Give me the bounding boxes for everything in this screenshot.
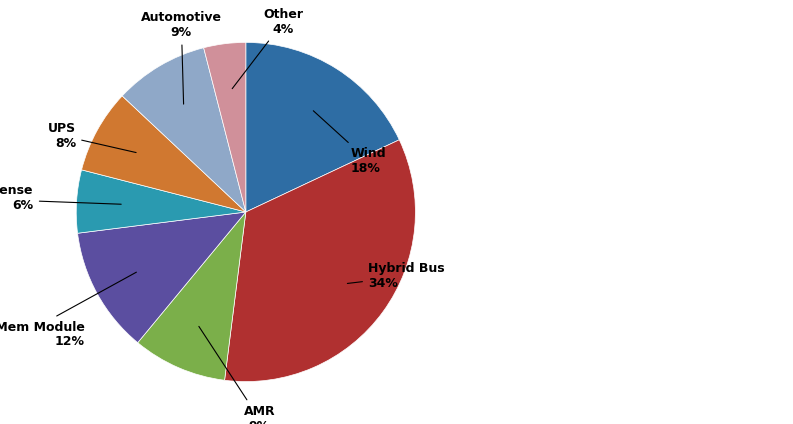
Text: Hybrid Bus
34%: Hybrid Bus 34%: [347, 262, 445, 290]
Wedge shape: [224, 140, 416, 382]
Text: SSD/Mem Module
12%: SSD/Mem Module 12%: [0, 272, 136, 348]
Text: Wind
18%: Wind 18%: [313, 111, 387, 175]
Wedge shape: [78, 212, 246, 343]
Text: Aerospace/Defense
6%: Aerospace/Defense 6%: [0, 184, 121, 212]
Wedge shape: [76, 170, 246, 233]
Text: Other
4%: Other 4%: [232, 8, 303, 89]
Text: AMR
9%: AMR 9%: [199, 326, 275, 424]
Wedge shape: [204, 42, 246, 212]
Text: Automotive
9%: Automotive 9%: [141, 11, 222, 104]
Text: UPS
8%: UPS 8%: [48, 122, 136, 153]
Wedge shape: [122, 48, 246, 212]
Wedge shape: [246, 42, 400, 212]
Wedge shape: [138, 212, 246, 380]
Wedge shape: [82, 96, 246, 212]
